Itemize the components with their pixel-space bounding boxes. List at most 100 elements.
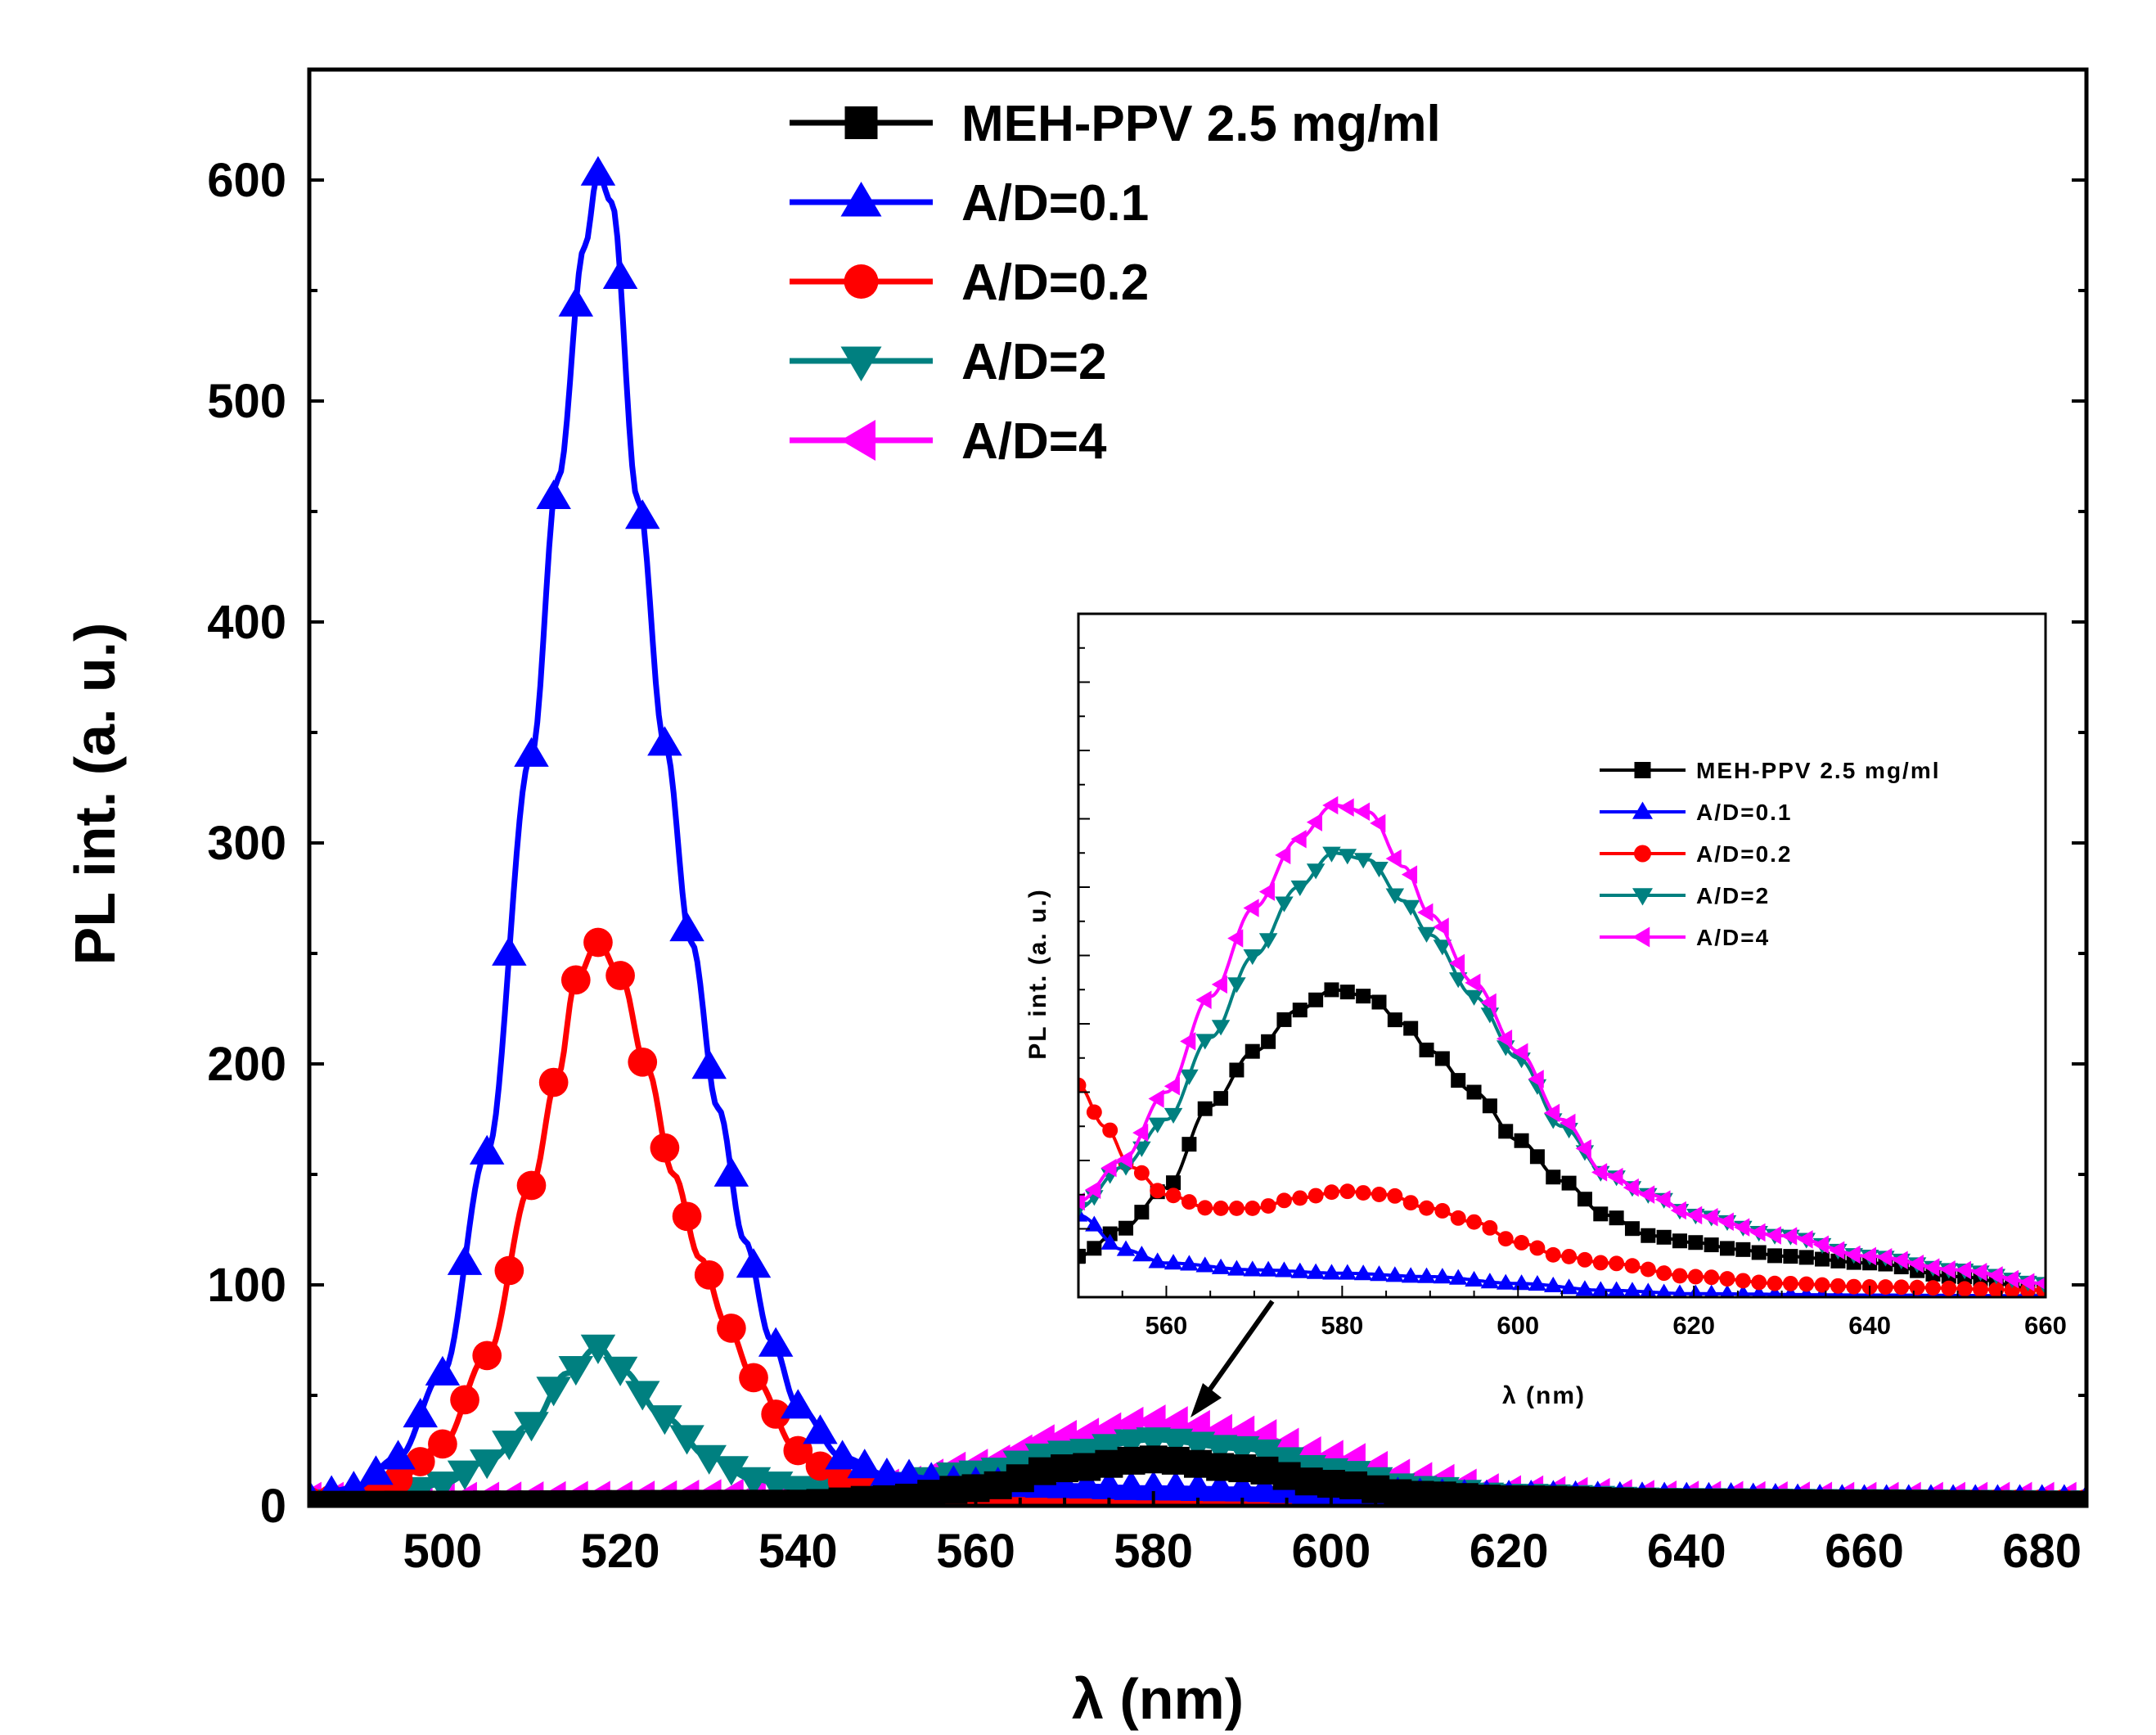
inset-point-ad01 (1735, 1284, 1751, 1297)
inset-point-ad01 (1180, 1255, 1199, 1271)
inset-point-ad4 (1164, 1077, 1180, 1096)
main-point-ad02 (739, 1363, 768, 1393)
main-point-ad01 (602, 259, 638, 289)
inset-point-ad02 (1276, 1192, 1292, 1209)
inset-background (1078, 614, 2046, 1297)
inset-point-ad4 (1101, 1158, 1117, 1178)
inset-legend-swatch-marker (1634, 762, 1651, 778)
inset-point-ad4 (1275, 845, 1291, 865)
inset-point-ad4 (1290, 830, 1307, 849)
inset-point-ad01 (1639, 1282, 1657, 1297)
inset-point-ad4 (1607, 1167, 1623, 1187)
main-x-tick-label: 500 (403, 1525, 483, 1578)
inset-point-meh (1308, 992, 1324, 1007)
main-chart: 500 520 540 560 580 600 620 640 660 680 0 100 200 30… (63, 67, 2089, 1731)
inset-point-meh (1419, 1042, 1434, 1057)
inset-point-ad4 (1749, 1223, 1766, 1242)
main-point-ad2 (425, 1471, 461, 1502)
inset-point-ad02 (1545, 1246, 1561, 1263)
callout-arrow (1200, 1300, 1275, 1401)
main-point-ad2 (447, 1460, 483, 1490)
main-point-ad01 (380, 1440, 416, 1470)
inset-legend-swatch-marker (1632, 801, 1653, 819)
inset-point-meh (1609, 1210, 1624, 1226)
main-point-ad01 (847, 1449, 882, 1479)
main-legend-item-meh: MEH-PPV 2.5 mg/ml (790, 96, 1441, 152)
main-y-axis-title: PL int. (a. u.) (63, 623, 127, 966)
inset-x-axis-title: λ (nm) (1502, 1382, 1586, 1409)
main-point-meh (539, 1489, 568, 1506)
inset-point-ad01 (1195, 1256, 1214, 1273)
main-point-ad01 (758, 1327, 794, 1357)
main-point-ad01 (558, 286, 594, 317)
inset-point-ad4 (1765, 1226, 1781, 1245)
main-x-tick-label: 680 (2002, 1525, 2082, 1578)
main-point-meh (806, 1489, 835, 1506)
inset-point-ad02 (1782, 1275, 1798, 1291)
main-legend-swatch-marker (840, 346, 882, 381)
inset-legend-item-ad01: A/D=0.1 (1600, 800, 1791, 825)
inset-point-ad01 (1164, 1254, 1183, 1270)
inset-point-ad02 (1260, 1198, 1276, 1214)
main-x-tick-label: 660 (1825, 1525, 1904, 1578)
inset-x-tick-label: 580 (1321, 1311, 1363, 1340)
inset-x-tick-label: 560 (1146, 1311, 1188, 1340)
inset-point-ad4 (1544, 1103, 1560, 1123)
inset-point-ad02 (1925, 1280, 1941, 1296)
inset-legend-label: MEH-PPV 2.5 mg/ml (1696, 758, 1941, 783)
main-legend-item-ad01: A/D=0.1 (790, 175, 1149, 232)
inset-point-ad02 (1561, 1248, 1578, 1264)
inset-point-ad02 (1640, 1261, 1656, 1278)
inset-point-ad4 (1385, 849, 1402, 868)
inset-point-ad02 (1197, 1200, 1213, 1216)
inset-point-ad02 (1529, 1240, 1546, 1256)
inset-point-meh (1751, 1245, 1767, 1260)
inset-point-ad4 (1211, 975, 1227, 994)
inset-point-meh (1624, 1221, 1640, 1237)
inset-point-ad4 (1702, 1207, 1718, 1227)
main-point-ad02 (628, 1047, 658, 1077)
inset-series-ad01 (1078, 1205, 2046, 1297)
main-point-meh (406, 1490, 434, 1506)
main-point-ad01 (647, 726, 682, 756)
inset-point-ad01 (1607, 1281, 1626, 1297)
main-point-ad01 (691, 1049, 727, 1079)
inset-legend-label: A/D=2 (1696, 883, 1770, 908)
main-point-meh (451, 1490, 479, 1506)
main-point-ad2 (602, 1356, 638, 1386)
inset-y-ticks (1078, 613, 1090, 1298)
inset-point-ad02 (1814, 1277, 1830, 1293)
inset-point-ad02 (1830, 1278, 1846, 1294)
main-point-meh (628, 1489, 657, 1506)
inset-point-ad01 (1417, 1267, 1436, 1283)
inset-point-ad02 (1078, 1077, 1087, 1093)
main-legend-label: A/D=4 (961, 413, 1107, 470)
inset-point-ad02 (1592, 1255, 1609, 1271)
inset-point-ad02 (1434, 1203, 1451, 1219)
main-point-meh (1828, 1489, 1857, 1506)
inset-point-ad2 (1258, 933, 1278, 949)
inset-point-ad01 (1672, 1284, 1688, 1297)
inset-legend-item-ad02: A/D=0.2 (1600, 841, 1791, 867)
main-point-ad01 (803, 1414, 838, 1444)
main-point-ad02 (538, 1067, 569, 1097)
inset-point-ad01 (1116, 1240, 1136, 1256)
inset-x-tick-label: 600 (1497, 1311, 1539, 1340)
inset-point-meh (1134, 1205, 1150, 1220)
inset-point-ad02 (1846, 1278, 1862, 1295)
inset-point-ad02 (1402, 1195, 1419, 1211)
inset-point-ad02 (1672, 1268, 1688, 1284)
main-point-ad2 (492, 1431, 527, 1461)
inset-point-meh (1371, 994, 1387, 1010)
inset-point-ad02 (1941, 1280, 1957, 1296)
main-point-ad01 (358, 1455, 394, 1485)
main-point-ad2 (558, 1356, 594, 1386)
main-point-meh (1605, 1487, 1634, 1506)
inset-point-ad4 (1528, 1070, 1544, 1088)
main-point-ad01 (1180, 1471, 1216, 1501)
main-point-ad02 (516, 1170, 547, 1201)
inset-point-ad01 (1480, 1273, 1500, 1289)
inset-point-meh (1197, 1101, 1213, 1116)
main-point-ad01 (1046, 1468, 1083, 1498)
main-x-tick-label: 520 (581, 1525, 660, 1578)
